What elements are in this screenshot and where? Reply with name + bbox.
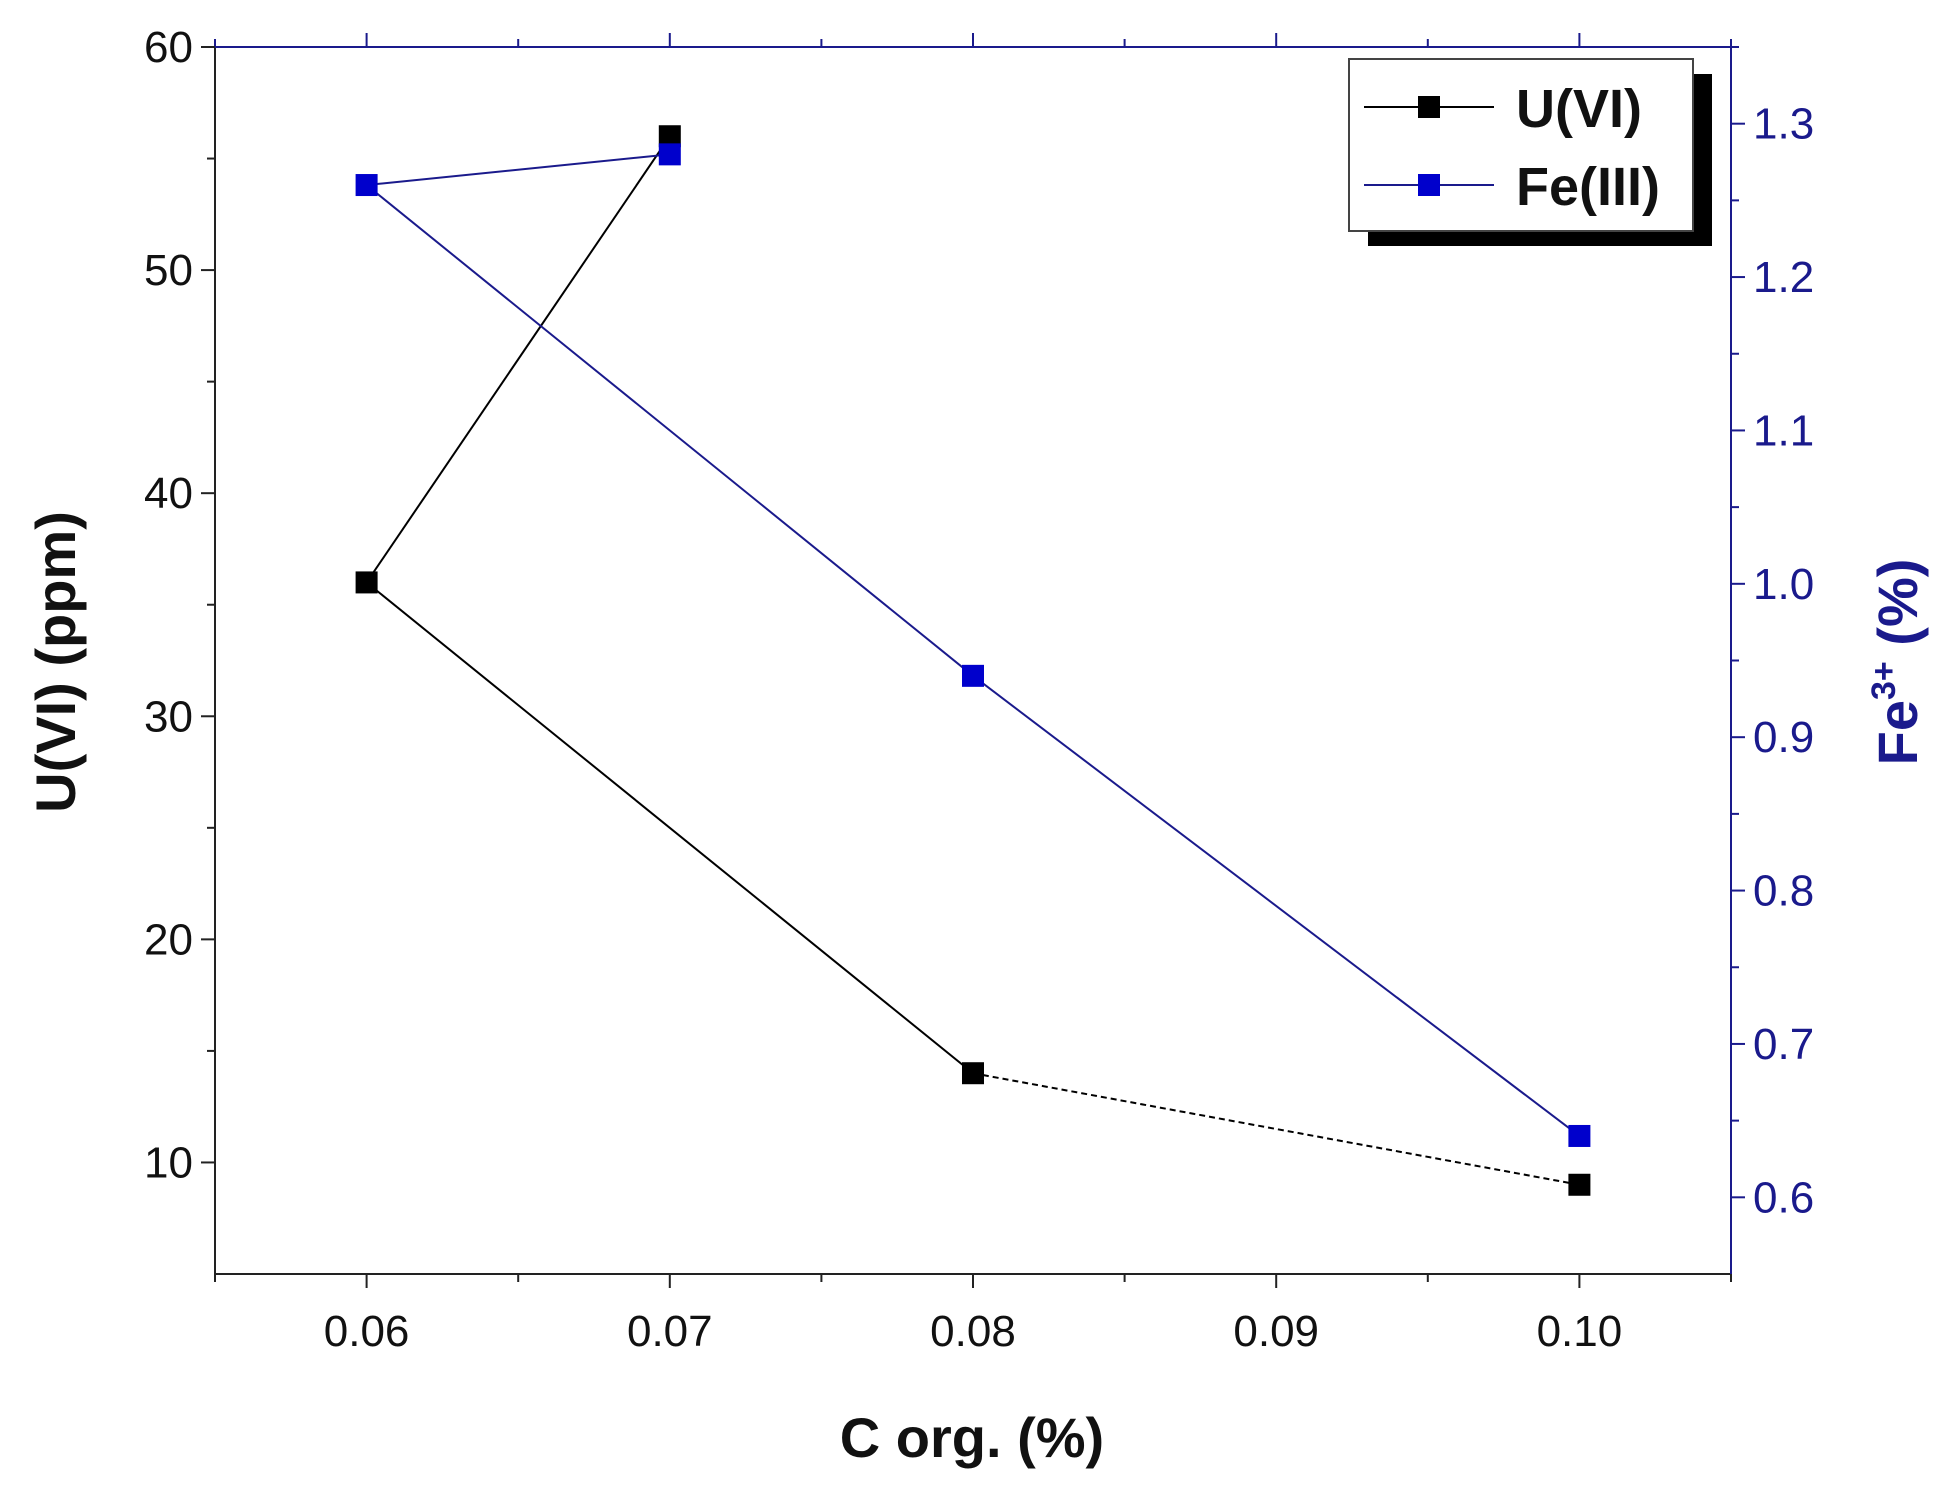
axes: 0.06 0.07 0.08 0.09 0.10 10 20 30 40 50 60 0.6 0.7 0.… xyxy=(144,23,1814,1356)
uvi-data-point xyxy=(355,571,378,594)
fe-data-point xyxy=(355,174,378,197)
uvi-line-segment xyxy=(365,581,974,1074)
fe-line-segment xyxy=(365,184,974,677)
legend-label-fe: Fe(III) xyxy=(1516,157,1660,217)
y-tick-label: 60 xyxy=(144,23,193,72)
y2-axis-title-main: Fe xyxy=(1866,700,1929,765)
uvi-data-point xyxy=(658,125,681,148)
uvi-line-segment xyxy=(972,1072,1580,1186)
legend-box xyxy=(1348,58,1694,232)
y2-tick-label: 1.3 xyxy=(1753,100,1814,149)
x-tick-label: 0.10 xyxy=(1537,1307,1623,1356)
legend-marker-uvi xyxy=(1418,96,1440,118)
y2-tick-label: 0.7 xyxy=(1753,1020,1814,1069)
y-tick-label: 10 xyxy=(144,1138,193,1187)
legend-label-uvi: U(VI) xyxy=(1516,79,1642,139)
y-axis-title: U(VI) (ppm) xyxy=(24,511,87,813)
y-tick-label: 40 xyxy=(144,469,193,518)
fe-data-point xyxy=(658,143,681,166)
series-layer xyxy=(355,125,1591,1196)
fe-data-point xyxy=(962,664,984,687)
y2-tick-label: 0.6 xyxy=(1753,1173,1814,1222)
x-tick-label: 0.06 xyxy=(324,1307,410,1356)
fe-data-point xyxy=(1568,1124,1591,1147)
uvi-line-segment xyxy=(365,135,671,583)
y2-tick-label: 0.8 xyxy=(1753,867,1814,916)
y2-tick-label: 0.9 xyxy=(1753,713,1814,762)
x-axis-title: C org. (%) xyxy=(840,1406,1104,1469)
x-tick-label: 0.07 xyxy=(627,1307,713,1356)
y-tick-label: 50 xyxy=(144,246,193,295)
y-tick-label: 30 xyxy=(144,692,193,741)
y2-axis-title: Fe3+ (%) xyxy=(1865,559,1929,766)
legend-marker-fe xyxy=(1418,174,1440,196)
x-tick-label: 0.08 xyxy=(930,1307,1016,1356)
legend: U(VI) Fe(III) xyxy=(1348,58,1712,246)
uvi-data-point xyxy=(1568,1173,1591,1196)
x-tick-label: 0.09 xyxy=(1233,1307,1319,1356)
y2-axis-title-superscript: 3+ xyxy=(1865,661,1903,700)
y2-tick-label: 1.1 xyxy=(1753,406,1814,455)
uvi-data-point xyxy=(962,1062,984,1085)
y2-axis-title-unit: (%) xyxy=(1866,559,1929,662)
y-tick-label: 20 xyxy=(144,915,193,964)
fe-line-segment xyxy=(366,153,670,187)
fe-line-segment xyxy=(972,675,1581,1137)
y2-tick-label: 1.0 xyxy=(1753,560,1814,609)
y2-tick-label: 1.2 xyxy=(1753,253,1814,302)
